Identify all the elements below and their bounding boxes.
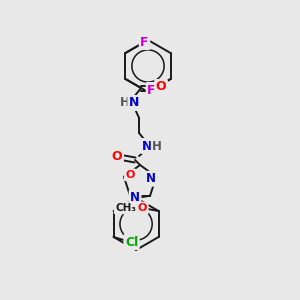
Text: N: N <box>146 172 156 185</box>
Text: Cl: Cl <box>125 236 138 248</box>
Text: N: N <box>129 97 139 110</box>
Text: N: N <box>130 191 140 204</box>
Text: O: O <box>156 80 167 94</box>
Text: O: O <box>138 203 147 213</box>
Text: F: F <box>140 35 149 49</box>
Text: H: H <box>152 140 162 152</box>
Text: CH₃: CH₃ <box>115 203 136 213</box>
Text: O: O <box>125 170 135 180</box>
Text: O: O <box>112 151 122 164</box>
Text: H: H <box>120 97 130 110</box>
Text: N: N <box>142 140 152 152</box>
Text: F: F <box>147 83 156 97</box>
